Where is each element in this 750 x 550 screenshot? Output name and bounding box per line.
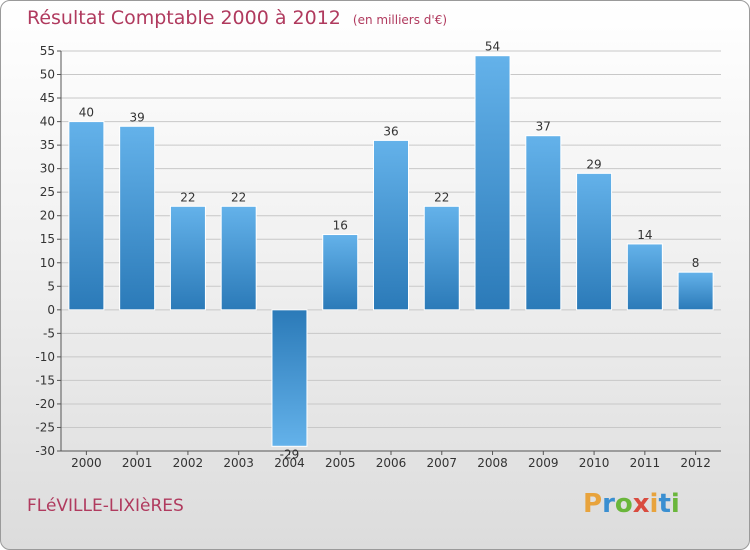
bar-2003: [220, 205, 257, 311]
y-tick-label: -5: [43, 326, 55, 340]
x-tick-label-2010: 2010: [579, 456, 610, 470]
bar-2012: [677, 271, 714, 311]
x-tick-label-2009: 2009: [528, 456, 559, 470]
y-tick-label: 50: [40, 68, 55, 82]
y-tick-label: 25: [40, 185, 55, 199]
value-label-2007: 22: [434, 190, 449, 204]
x-tick-label-2001: 2001: [122, 456, 153, 470]
logo-letter: r: [602, 489, 615, 519]
chart-title: Résultat Comptable 2000 à 2012 (en millie…: [27, 7, 447, 29]
value-label-2004: -29: [280, 447, 300, 461]
logo-letter: i: [670, 489, 680, 519]
proxiti-logo: Proxiti: [583, 489, 680, 519]
value-label-2001: 39: [130, 110, 145, 124]
bar-2009: [525, 135, 562, 311]
logo-letter: P: [583, 489, 603, 519]
y-tick-label: 5: [47, 279, 55, 293]
logo-letter: o: [614, 489, 633, 519]
y-tick-label: 30: [40, 162, 55, 176]
chart-unit: (en milliers d'€): [352, 13, 448, 27]
bar-2011: [626, 243, 663, 311]
y-tick-label: -20: [35, 397, 55, 411]
bar-2010: [576, 172, 613, 311]
y-tick-label: 55: [40, 44, 55, 58]
bar-2008: [474, 55, 511, 311]
y-tick-label: 45: [40, 91, 55, 105]
bar-2002: [169, 205, 206, 311]
x-tick-label-2008: 2008: [477, 456, 508, 470]
y-tick-label: 40: [40, 115, 55, 129]
value-label-2005: 16: [333, 219, 348, 233]
value-label-2010: 29: [586, 157, 601, 171]
y-tick-label: -30: [35, 444, 55, 458]
x-tick-label-2012: 2012: [680, 456, 711, 470]
value-label-2011: 14: [637, 228, 652, 242]
bar-2007: [423, 205, 460, 311]
x-tick-label-2004: 2004: [274, 456, 305, 470]
logo-letter: x: [632, 489, 650, 519]
value-label-2012: 8: [692, 256, 700, 270]
y-tick-label: 10: [40, 256, 55, 270]
commune-name: FLéVILLE-LIXIèRES: [27, 496, 184, 516]
y-tick-label: -15: [35, 373, 55, 387]
value-label-2006: 36: [383, 124, 398, 138]
x-tick-label-2005: 2005: [325, 456, 356, 470]
value-label-2000: 40: [79, 106, 94, 120]
y-tick-label: 0: [47, 303, 55, 317]
y-tick-label: 35: [40, 138, 55, 152]
x-tick-label-2002: 2002: [173, 456, 204, 470]
value-label-2008: 54: [485, 40, 500, 54]
chart-title-text: Résultat Comptable 2000 à 2012: [27, 7, 341, 29]
y-tick-label: -10: [35, 350, 55, 364]
value-label-2003: 22: [231, 190, 246, 204]
logo-letter: t: [658, 489, 671, 519]
y-tick-label: 15: [40, 232, 55, 246]
y-tick-label: 20: [40, 209, 55, 223]
bar-2006: [373, 139, 409, 311]
value-label-2002: 22: [180, 190, 195, 204]
bar-2001: [119, 125, 156, 311]
x-tick-label-2000: 2000: [71, 456, 102, 470]
x-tick-label-2011: 2011: [630, 456, 661, 470]
value-label-2009: 37: [536, 120, 551, 134]
logo-letter: i: [649, 489, 659, 519]
x-tick-label-2007: 2007: [426, 456, 457, 470]
bar-2000: [68, 121, 105, 311]
x-tick-label-2003: 2003: [223, 456, 254, 470]
y-tick-label: -25: [35, 420, 55, 434]
x-tick-label-2006: 2006: [376, 456, 407, 470]
bar-2004: [271, 309, 308, 447]
bar-2005: [322, 234, 359, 311]
